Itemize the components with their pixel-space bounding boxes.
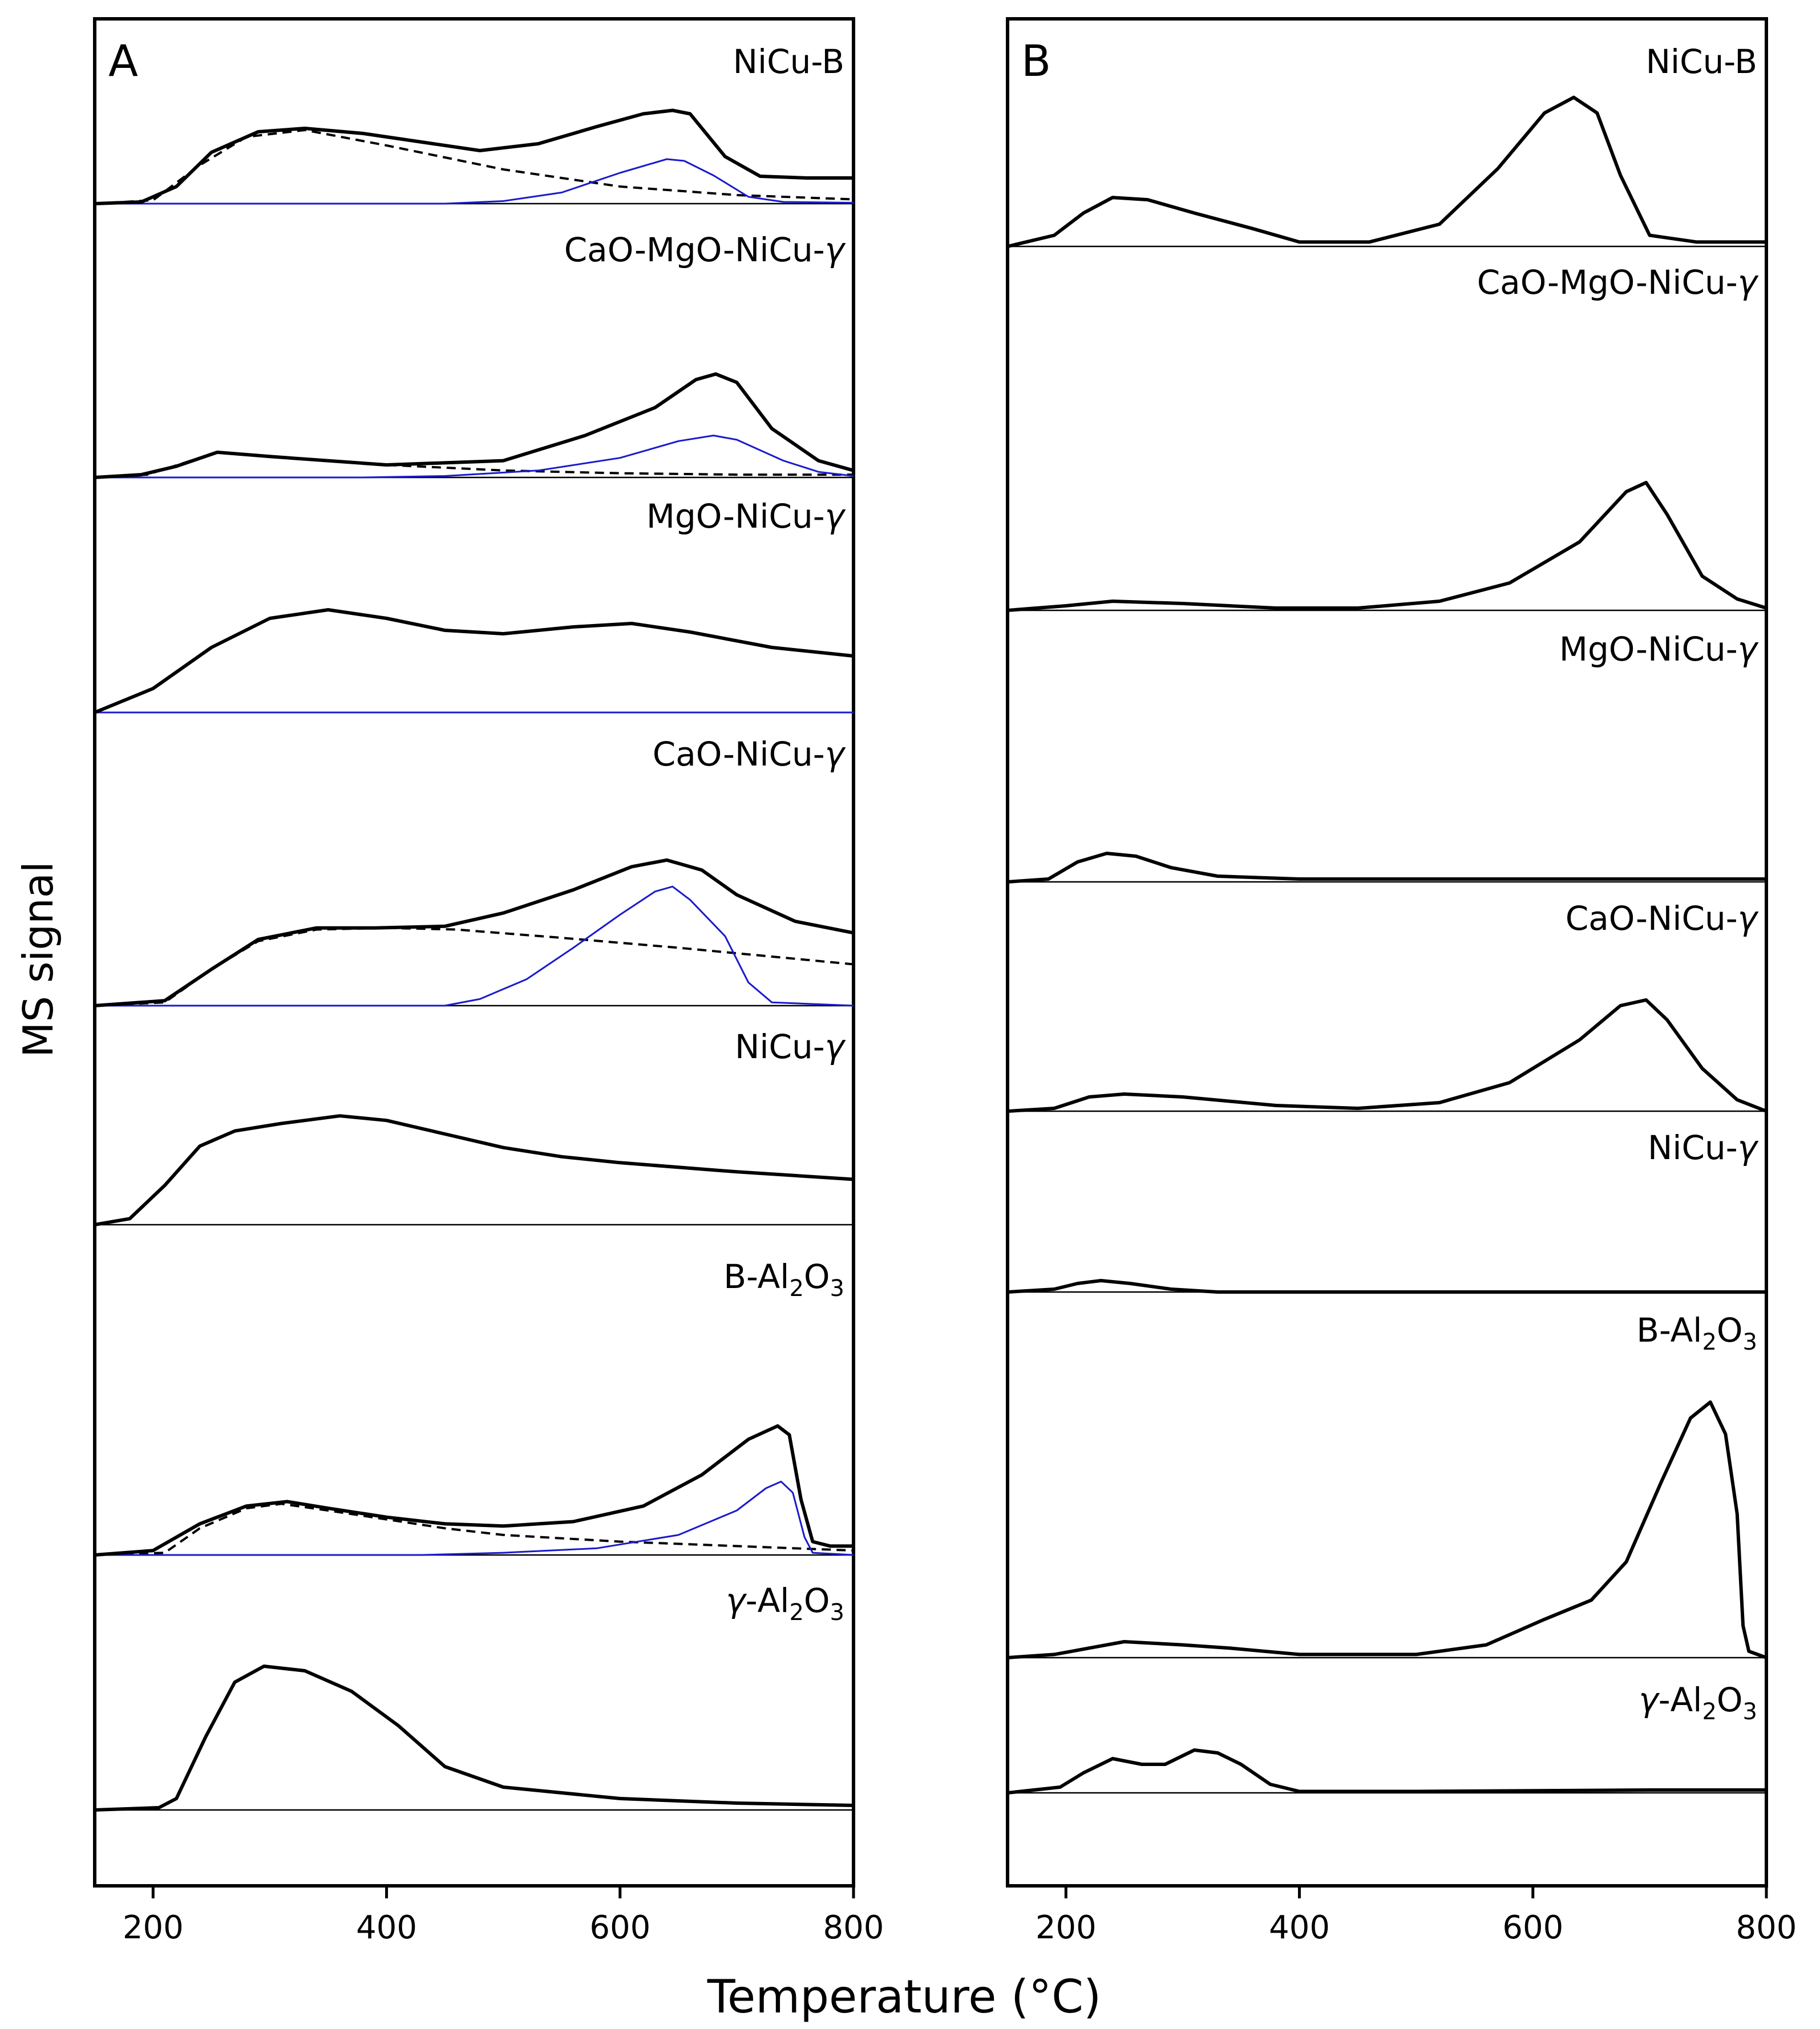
sample-label: CaO-MgO-NiCu-γ (1477, 263, 1759, 302)
measured-signal-line (93, 372, 855, 479)
sample-label: MgO-NiCu-γ (1559, 630, 1759, 669)
deconvolved-peak-line (95, 435, 854, 479)
measured-signal-line (1006, 481, 1768, 612)
measured-signal-line (93, 858, 855, 1007)
panel-frame (1006, 17, 1768, 1888)
sample-label: γ-Al2O3 (1639, 1680, 1757, 1725)
sample-label: MgO-NiCu-γ (646, 497, 846, 536)
measured-signal-line (1006, 1400, 1768, 1659)
sample-label: CaO-MgO-NiCu-γ (564, 230, 846, 269)
measured-signal-line (93, 1664, 855, 1812)
x-tick-label: 400 (356, 1909, 417, 1946)
x-tick-label: 200 (1036, 1909, 1097, 1946)
y-axis-label: MS signal (14, 861, 62, 1058)
deconvolved-peak-line (95, 158, 854, 205)
measured-signal-line (1006, 998, 1768, 1113)
sample-label: NiCu-B (733, 42, 844, 81)
sample-label: CaO-NiCu-γ (1566, 899, 1759, 938)
sample-label: NiCu-B (1646, 42, 1757, 81)
sample-label: NiCu-γ (1648, 1128, 1759, 1167)
sample-label: B-Al2O3 (723, 1257, 844, 1302)
x-tick-label: 800 (1736, 1909, 1797, 1946)
measured-signal-line (93, 608, 855, 714)
background-fit-line (94, 1502, 854, 1556)
sample-label: NiCu-γ (735, 1027, 846, 1066)
x-tick-label: 800 (823, 1909, 884, 1946)
panel-frame (93, 17, 855, 1888)
measured-signal-line (93, 108, 855, 205)
measured-signal-line (93, 1424, 855, 1557)
x-tick-label: 200 (123, 1909, 184, 1946)
background-fit-line (94, 129, 854, 205)
deconvolved-peak-line (95, 1480, 854, 1556)
sample-label: γ-Al2O3 (726, 1581, 844, 1626)
sample-label: B-Al2O3 (1636, 1311, 1757, 1355)
measured-signal-line (1006, 852, 1768, 884)
sample-label: CaO-NiCu-γ (653, 735, 846, 773)
panel-letter: B (1021, 35, 1051, 86)
x-tick-label: 600 (1502, 1909, 1563, 1946)
deconvolved-peak-line (95, 885, 854, 1007)
x-tick-label: 600 (589, 1909, 650, 1946)
measured-signal-line (1006, 1748, 1768, 1795)
measured-signal-line (93, 1114, 855, 1226)
panel-b: B 200 400 600 800 NiCu-B CaO-MgO-NiCu-γ MgO-NiC… (1006, 17, 1797, 1946)
measured-signal-line (1006, 95, 1768, 248)
panel-letter: A (108, 35, 138, 86)
panel-a: A 200 400 600 800 NiCu-B CaO-MgO-NiCu-γ MgO-NiC… (93, 17, 884, 1946)
x-tick-label: 400 (1269, 1909, 1330, 1946)
measured-signal-line (1006, 1279, 1768, 1294)
x-axis-label: Temperature (°C) (707, 1970, 1101, 2023)
